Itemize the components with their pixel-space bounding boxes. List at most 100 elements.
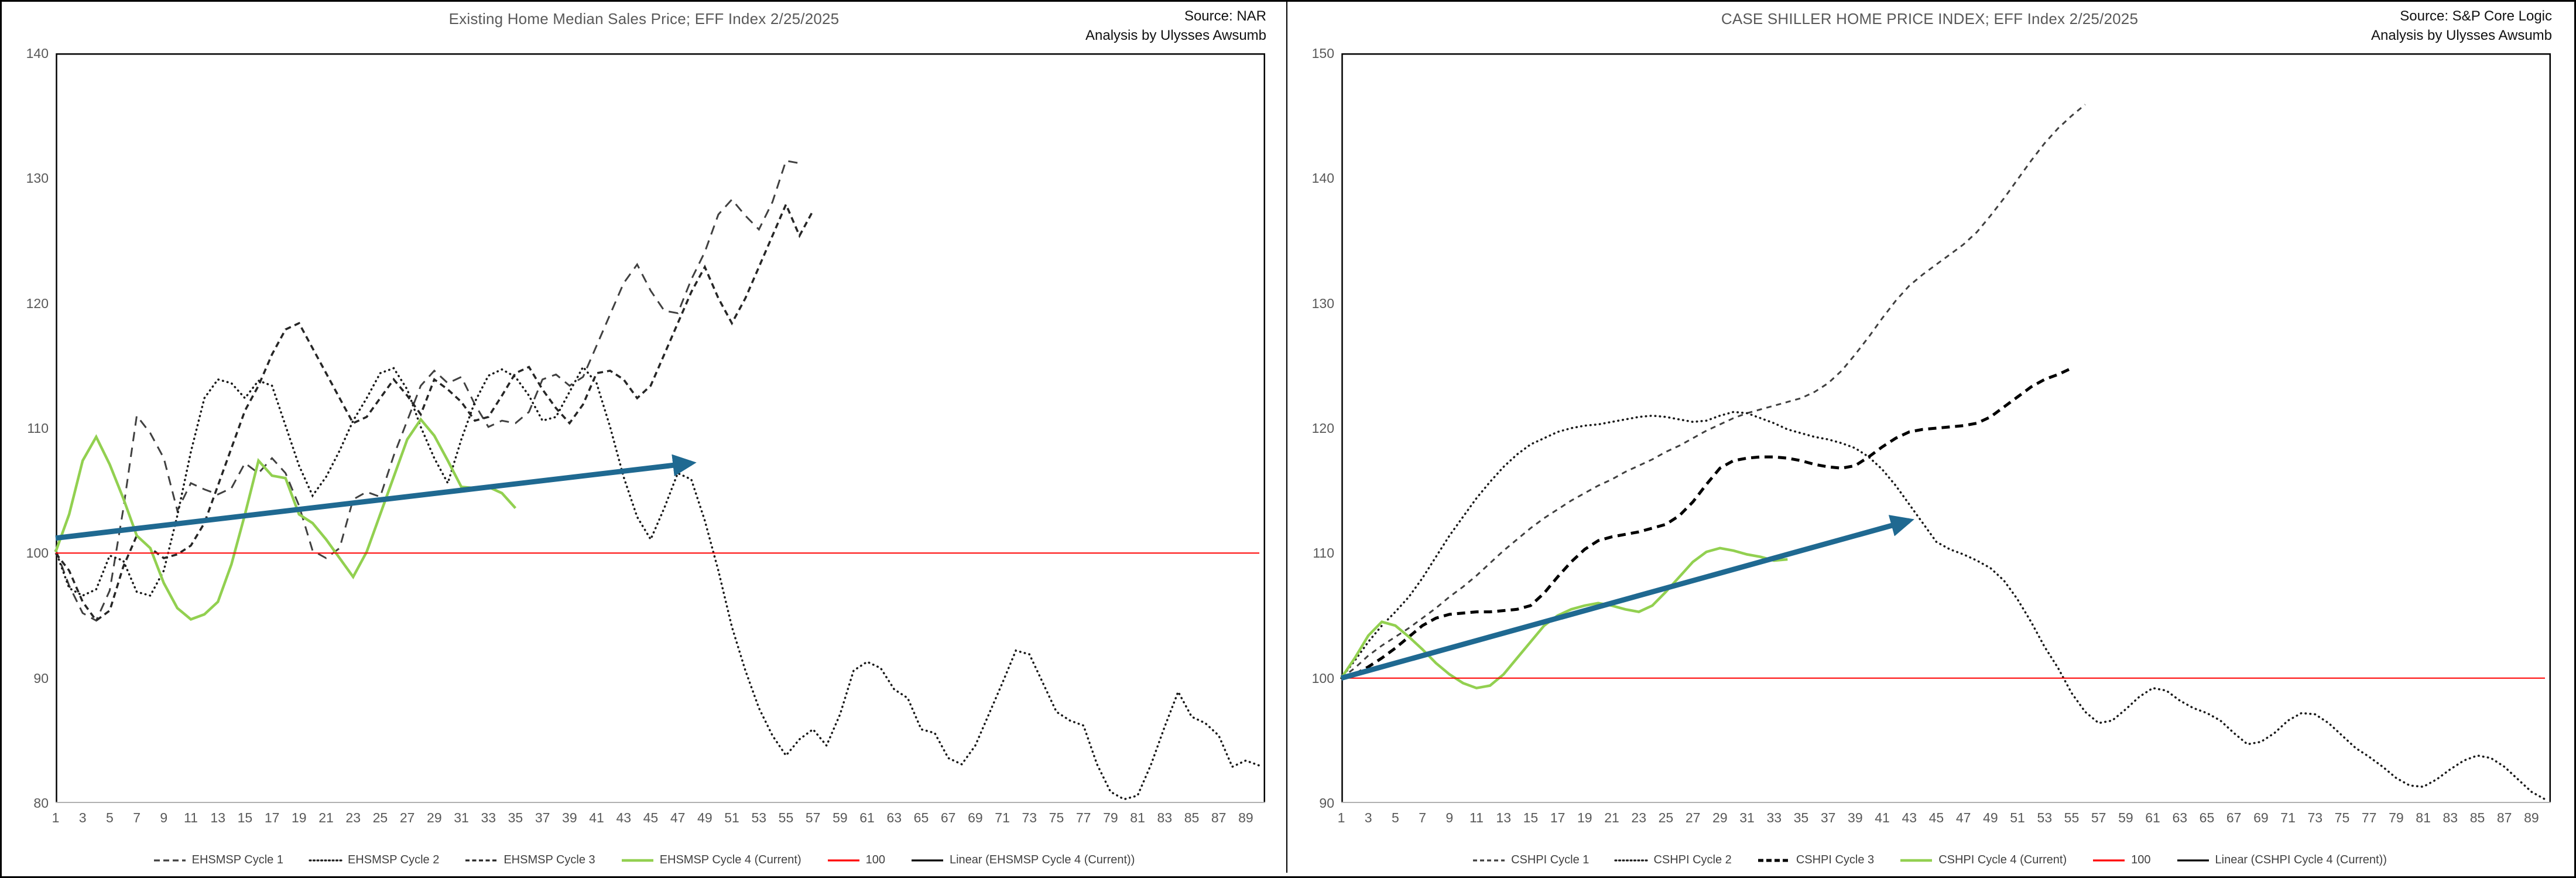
x-tick-label: 47 <box>670 810 686 825</box>
x-tick-label: 75 <box>1049 810 1064 825</box>
x-tick-label: 31 <box>1739 810 1755 825</box>
y-tick-label: 90 <box>1319 795 1334 811</box>
x-tick-label: 39 <box>1848 810 1863 825</box>
legend-line-swatch <box>2177 859 2209 862</box>
legend: EHSMSP Cycle 1 EHSMSP Cycle 2 EHSMSP Cycle… <box>2 853 1286 867</box>
legend-item-100: 100 <box>827 853 885 867</box>
x-tick-label: 87 <box>2496 810 2512 825</box>
x-tick-label: 51 <box>724 810 739 825</box>
legend-label: EHSMSP Cycle 3 <box>503 853 595 866</box>
legend: CSHPI Cycle 1 CSHPI Cycle 2 CSHPI Cycle 3 C… <box>1287 853 2572 867</box>
x-tick-label: 59 <box>2118 810 2133 825</box>
legend-line-swatch <box>1900 859 1933 862</box>
x-tick-label: 7 <box>1419 810 1426 825</box>
x-tick-label: 19 <box>292 810 307 825</box>
plot-frame <box>1341 53 2551 803</box>
legend-label: 100 <box>865 853 885 866</box>
legend-label: Linear (EHSMSP Cycle 4 (Current)) <box>949 853 1135 866</box>
legend-line-swatch <box>1758 859 1790 862</box>
chart-svg <box>1340 53 2551 803</box>
source-note: Source: NAR Analysis by Ulysses Awsumb <box>1085 6 1266 45</box>
legend-label: CSHPI Cycle 3 <box>1796 853 1875 866</box>
x-tick-label: 13 <box>1496 810 1511 825</box>
x-tick-label: 21 <box>318 810 334 825</box>
x-tick-label: 45 <box>1928 810 1944 825</box>
x-tick-label: 39 <box>562 810 577 825</box>
x-tick-label: 19 <box>1577 810 1592 825</box>
x-tick-label: 45 <box>643 810 659 825</box>
x-tick-label: 29 <box>1712 810 1728 825</box>
legend-item-cshpi-cycle-1: CSHPI Cycle 1 <box>1472 853 1589 867</box>
legend-label: CSHPI Cycle 2 <box>1653 853 1732 866</box>
x-tick-label: 23 <box>345 810 361 825</box>
x-tick-label: 25 <box>372 810 388 825</box>
y-tick-label: 140 <box>26 46 49 61</box>
x-tick-label: 89 <box>1238 810 1253 825</box>
x-tick-label: 37 <box>535 810 550 825</box>
legend-line-swatch <box>153 859 186 862</box>
x-tick-label: 1 <box>52 810 60 825</box>
x-tick-label: 71 <box>995 810 1010 825</box>
x-tick-label: 57 <box>2091 810 2106 825</box>
y-tick-label: 90 <box>33 670 49 686</box>
trendline-arrow-linear-cshpi-cycle-4-current <box>1340 515 1914 681</box>
x-tick-label: 11 <box>184 810 198 825</box>
x-tick-label: 41 <box>1875 810 1890 825</box>
x-tick-label: 53 <box>751 810 767 825</box>
analysis-line: Analysis by Ulysses Awsumb <box>1085 28 1266 43</box>
x-tick-label: 25 <box>1658 810 1674 825</box>
y-tick-label: 130 <box>1311 295 1334 311</box>
legend-item-linear-ehsmsp-cycle-4-current: Linear (EHSMSP Cycle 4 (Current)) <box>911 853 1135 867</box>
x-tick-label: 79 <box>1103 810 1118 825</box>
y-tick-label: 100 <box>26 545 49 561</box>
legend-label: EHSMSP Cycle 1 <box>191 853 283 866</box>
legend-item-ehsmsp-cycle-1: EHSMSP Cycle 1 <box>153 853 283 867</box>
x-tick-label: 67 <box>940 810 956 825</box>
legend-line-swatch <box>621 859 653 862</box>
x-tick-label: 63 <box>886 810 902 825</box>
x-tick-label: 23 <box>1631 810 1647 825</box>
series-line-cshpi-cycle-4-current <box>1340 546 1788 690</box>
x-tick-label: 65 <box>913 810 929 825</box>
x-tick-label: 27 <box>399 810 415 825</box>
y-tick-label: 110 <box>1313 545 1334 561</box>
series-line-cshpi-cycle-1 <box>1341 104 2086 679</box>
legend-item-cshpi-cycle-2: CSHPI Cycle 2 <box>1614 853 1732 867</box>
legend-line-swatch <box>1614 859 1649 862</box>
series-line-ehsmsp-cycle-3 <box>54 201 814 623</box>
legend-line-swatch <box>465 859 498 862</box>
x-tick-label: 43 <box>616 810 632 825</box>
legend-line-swatch <box>2093 859 2125 862</box>
x-tick-label: 55 <box>778 810 794 825</box>
x-tick-label: 69 <box>2253 810 2269 825</box>
series-line-ehsmsp-cycle-4-current <box>54 417 517 621</box>
x-tick-label: 69 <box>968 810 983 825</box>
legend-item-ehsmsp-cycle-2: EHSMSP Cycle 2 <box>309 853 439 867</box>
x-tick-label: 9 <box>1445 810 1454 825</box>
x-tick-label: 37 <box>1820 810 1836 825</box>
trendline-arrow-linear-ehsmsp-cycle-4-current <box>55 454 697 541</box>
legend-label: EHSMSP Cycle 4 (Current) <box>659 853 801 866</box>
legend-line-swatch <box>309 859 342 862</box>
x-tick-label: 57 <box>805 810 821 825</box>
x-tick-label: 49 <box>1983 810 1998 825</box>
plot-area: 150 140 130 120 110 100 90 1 3 5 7 9 11 13 15 17 19 21 23 2… <box>1287 2 2572 873</box>
x-tick-label: 47 <box>1955 810 1971 825</box>
legend-item-ehsmsp-cycle-4-current: EHSMSP Cycle 4 (Current) <box>621 853 801 867</box>
x-tick-label: 17 <box>264 810 280 825</box>
x-tick-label: 75 <box>2334 810 2350 825</box>
x-tick-label: 11 <box>1469 810 1484 825</box>
legend-item-100: 100 <box>2092 853 2151 867</box>
x-tick-label: 35 <box>508 810 523 825</box>
x-tick-label: 5 <box>105 810 114 825</box>
analysis-line: Analysis by Ulysses Awsumb <box>2371 28 2552 43</box>
x-tick-label: 43 <box>1902 810 1917 825</box>
source-line: Source: NAR <box>1184 8 1266 24</box>
x-tick-label: 15 <box>237 810 253 825</box>
y-tick-label: 150 <box>1311 46 1334 61</box>
x-tick-label: 63 <box>2172 810 2188 825</box>
legend-label: EHSMSP Cycle 2 <box>347 853 440 866</box>
x-tick-label: 53 <box>2037 810 2053 825</box>
chart-panel-ehsmsp: Existing Home Median Sales Price; EFF In… <box>2 2 1287 873</box>
